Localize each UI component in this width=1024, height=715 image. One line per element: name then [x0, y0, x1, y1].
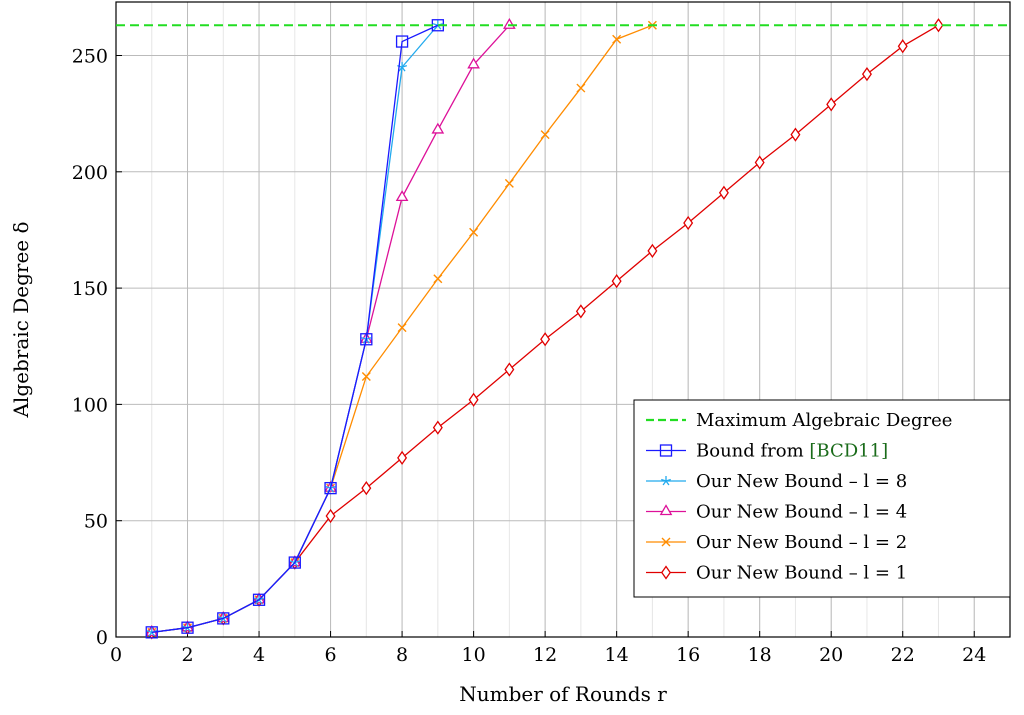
- x-tick-label: 14: [605, 644, 629, 666]
- data-point: [361, 371, 371, 381]
- y-tick-label: 200: [72, 162, 108, 184]
- data-point: [288, 556, 301, 569]
- legend-item: Our New Bound – l = 1: [646, 563, 907, 584]
- data-point: [361, 481, 372, 496]
- data-point: [431, 122, 445, 134]
- x-axis-label: Number of Rounds r: [459, 682, 667, 706]
- x-tick-label: 4: [253, 644, 265, 666]
- x-tick-label: 22: [891, 644, 915, 666]
- data-point: [790, 127, 801, 142]
- x-tick-label: 12: [533, 644, 557, 666]
- data-point: [897, 39, 908, 54]
- legend-marker: [661, 476, 671, 486]
- data-point: [754, 155, 765, 170]
- x-tick-label: 0: [110, 644, 122, 666]
- data-point: [395, 190, 409, 202]
- legend-label: Maximum Algebraic Degree: [696, 410, 952, 431]
- legend-box: [633, 399, 1011, 598]
- legend-label: Our New Bound – l = 8: [696, 471, 907, 492]
- data-point: [861, 66, 872, 82]
- data-point: [504, 178, 514, 188]
- x-tick-label: 24: [962, 644, 986, 666]
- data-point: [718, 185, 729, 200]
- y-tick-label: 100: [72, 394, 108, 416]
- legend-marker: [661, 537, 671, 547]
- legend-label: Our New Bound – l = 1: [696, 563, 907, 584]
- data-point: [468, 392, 479, 407]
- x-tick-label: 18: [748, 644, 772, 666]
- y-tick-label: 50: [84, 511, 108, 533]
- series-layer: [116, 17, 1008, 640]
- data-point: [611, 273, 622, 289]
- legend: Maximum Algebraic Degree Bound from [BCD1…: [633, 399, 1011, 598]
- y-tick-label: 250: [72, 45, 108, 67]
- data-point: [289, 557, 300, 567]
- data-point: [683, 215, 694, 231]
- legend-item: Bound from [BCD11]: [646, 441, 888, 462]
- data-point: [397, 62, 408, 72]
- legend-item: Our New Bound – l = 2: [646, 532, 907, 553]
- data-point: [612, 34, 622, 44]
- legend-item: Our New Bound – l = 4: [646, 502, 907, 523]
- data-point: [324, 481, 337, 495]
- legend-label: Bound from [BCD11]: [696, 441, 888, 462]
- data-point: [469, 227, 479, 237]
- y-axis-label: Algebraic Degree δ: [9, 221, 33, 418]
- x-tick-label: 16: [676, 644, 700, 666]
- data-point: [540, 332, 551, 347]
- legend-label: Our New Bound – l = 2: [696, 532, 907, 553]
- data-point: [504, 362, 515, 377]
- legend-item: Maximum Algebraic Degree: [646, 410, 952, 431]
- legend-marker: [661, 565, 671, 580]
- legend-label: Our New Bound – l = 4: [696, 502, 907, 523]
- data-point: [397, 323, 407, 333]
- data-point: [217, 612, 230, 625]
- data-point: [432, 420, 443, 435]
- legend-item: Our New Bound – l = 8: [646, 471, 907, 492]
- data-point: [647, 243, 658, 259]
- y-tick-label: 150: [72, 278, 108, 300]
- data-point: [467, 57, 480, 69]
- series-line: [151, 24, 439, 633]
- x-tick-label: 6: [325, 644, 337, 666]
- data-point: [325, 508, 336, 524]
- data-point: [254, 594, 264, 605]
- x-tick-label: 10: [462, 644, 486, 666]
- x-tick-label: 2: [181, 644, 193, 666]
- data-point: [575, 304, 586, 319]
- plot-frame: [115, 1, 1011, 638]
- data-point: [433, 274, 443, 284]
- data-point: [540, 130, 550, 140]
- data-point: [826, 97, 837, 112]
- y-tick-label: 0: [96, 627, 108, 649]
- legend-marker: [659, 504, 673, 516]
- data-point: [360, 333, 373, 346]
- x-tick-label: 8: [396, 644, 408, 666]
- legend-marker: [659, 444, 673, 457]
- data-point: [933, 18, 944, 33]
- x-tick-label: 20: [819, 644, 843, 666]
- data-point: [576, 83, 586, 93]
- data-point: [397, 450, 408, 466]
- data-point: [145, 626, 158, 639]
- series-1: [145, 19, 444, 639]
- data-point: [503, 17, 516, 29]
- data-point: [252, 593, 266, 606]
- data-point: [395, 35, 409, 48]
- data-point: [181, 621, 194, 634]
